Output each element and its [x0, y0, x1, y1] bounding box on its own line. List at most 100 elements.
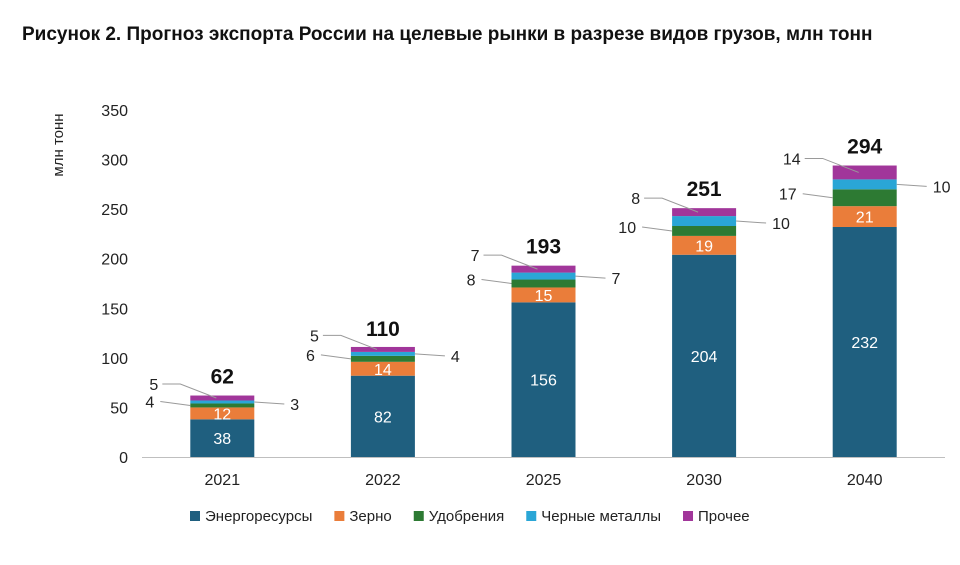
legend-swatch	[190, 511, 200, 521]
data-label: 3	[290, 397, 299, 414]
y-tick-label: 50	[110, 400, 128, 417]
bar-segment	[350, 355, 415, 362]
bar-segment	[672, 216, 737, 226]
y-tick-label: 200	[101, 252, 128, 269]
legend-swatch	[334, 511, 345, 521]
data-label: 6	[306, 348, 315, 365]
callout-line	[642, 226, 673, 232]
bar-segment	[350, 351, 415, 356]
y-tick-label: 100	[101, 351, 128, 368]
data-label: 232	[851, 335, 878, 352]
data-label: 7	[612, 271, 621, 288]
bar-segment	[190, 419, 255, 457]
bar-segment	[832, 179, 897, 190]
callout-line	[254, 401, 285, 405]
data-label: 14	[783, 151, 801, 168]
total-label: 294	[847, 136, 882, 159]
data-label: 82	[374, 409, 392, 426]
data-label: 10	[772, 216, 790, 233]
y-tick-label: 300	[101, 153, 128, 170]
data-label: 14	[374, 362, 392, 379]
data-label: 21	[856, 210, 874, 227]
callout-line	[804, 157, 859, 173]
bar-segment	[350, 346, 415, 352]
data-label: 4	[451, 349, 460, 366]
bar-segment	[672, 254, 737, 457]
callout-line	[896, 183, 927, 187]
y-tick-label: 250	[101, 202, 128, 219]
y-axis: 0 50 100 150 200 250 300 350 млн тонн	[50, 103, 128, 467]
legend-label: Черные металлы	[541, 508, 661, 525]
legend-swatch	[526, 511, 537, 521]
data-label: 15	[535, 288, 553, 305]
callout-line	[320, 354, 351, 360]
data-label: 5	[310, 328, 319, 345]
y-tick-label: 150	[101, 301, 128, 318]
data-label: 10	[933, 179, 951, 196]
bar-segment	[672, 208, 737, 217]
callout-line	[162, 383, 217, 399]
bar-segment	[511, 265, 576, 273]
bar-segment	[350, 375, 415, 457]
callout-line	[322, 334, 378, 350]
data-label: 8	[467, 273, 476, 290]
bar-segment	[832, 189, 897, 207]
x-tick-label: 2021	[205, 472, 241, 489]
x-tick-label: 2025	[526, 472, 562, 489]
y-axis-title: млн тонн	[50, 113, 67, 176]
bar-segment	[511, 287, 576, 303]
bar-segment	[511, 279, 576, 288]
figure-title: Рисунок 2. Прогноз экспорта России на це…	[22, 24, 873, 45]
legend-swatch	[413, 511, 424, 521]
total-label: 62	[211, 366, 234, 389]
data-label: 8	[631, 191, 640, 208]
legend: Энергоресурсы Зерно Удобрения Черные металл…	[190, 508, 750, 525]
bar-segment	[511, 272, 576, 280]
data-label: 204	[691, 349, 718, 366]
total-label: 251	[687, 178, 722, 201]
bar-segment	[350, 361, 415, 376]
legend-label: Энергоресурсы	[205, 508, 312, 525]
legend-label: Зерно	[349, 508, 391, 525]
y-tick-label: 0	[119, 450, 128, 467]
y-tick-label: 350	[101, 103, 128, 120]
bar-segment	[672, 235, 737, 255]
bar-segment	[832, 165, 897, 180]
data-label: 5	[149, 377, 158, 394]
data-label: 17	[779, 187, 797, 204]
callout-line	[736, 220, 767, 224]
bar-segment	[190, 403, 255, 408]
bar-segment	[190, 395, 255, 401]
bar-segment	[190, 400, 255, 404]
x-axis: 2021 2022 2025 2030 2040	[142, 457, 945, 489]
x-tick-label: 2022	[365, 472, 401, 489]
bar-segment	[832, 226, 897, 457]
callout-line	[483, 254, 538, 270]
total-label: 110	[366, 318, 400, 341]
callout-line	[160, 400, 191, 406]
callout-line	[414, 353, 445, 357]
total-label: 193	[526, 236, 561, 259]
bar-segment	[832, 206, 897, 227]
data-label: 19	[695, 238, 713, 255]
callout-line	[644, 197, 699, 213]
x-tick-label: 2040	[847, 472, 883, 489]
data-label: 10	[618, 220, 636, 237]
x-tick-label: 2030	[686, 472, 722, 489]
callout-line	[802, 193, 833, 199]
callout-line	[575, 275, 606, 279]
bar-segment	[672, 225, 737, 236]
callout-line	[481, 279, 512, 284]
legend-label: Прочее	[698, 508, 750, 525]
data-label: 7	[471, 248, 480, 265]
legend-swatch	[683, 511, 694, 521]
data-label: 38	[213, 431, 231, 448]
data-label: 156	[530, 373, 557, 390]
legend-label: Удобрения	[429, 508, 505, 525]
data-label: 12	[213, 406, 231, 423]
data-label: 4	[145, 394, 154, 411]
bar-segment	[190, 407, 255, 420]
